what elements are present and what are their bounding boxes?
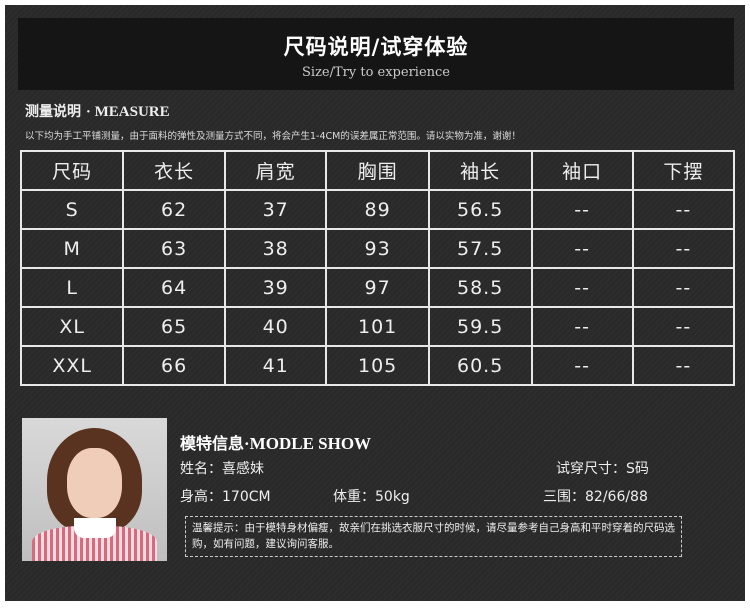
table-cell: 105 bbox=[325, 345, 430, 386]
table-cell: -- bbox=[530, 189, 634, 230]
table-cell: L bbox=[19, 267, 125, 308]
model-height: 身高：170CM bbox=[180, 489, 271, 505]
table-cell: 93 bbox=[325, 228, 430, 269]
size-table: 尺码 衣长 肩宽 胸围 袖长 袖口 下摆 S 62 37 89 56.5 -- -- M 63 38 93 57.5… bbox=[19, 150, 736, 386]
table-cell: M bbox=[19, 228, 125, 269]
page-subtitle: Size/Try to experience bbox=[302, 65, 450, 80]
table-cell: 39 bbox=[223, 267, 328, 308]
table-cell: 58.5 bbox=[427, 267, 533, 308]
table-cell: 胸围 bbox=[325, 150, 430, 191]
table-cell: -- bbox=[530, 267, 634, 308]
table-cell: 57.5 bbox=[427, 228, 533, 269]
table-row: S 62 37 89 56.5 -- -- bbox=[19, 189, 736, 230]
table-cell: 60.5 bbox=[427, 345, 533, 386]
table-cell: 41 bbox=[223, 345, 328, 386]
table-cell: 40 bbox=[223, 306, 328, 347]
table-cell: -- bbox=[530, 228, 634, 269]
table-cell: 尺码 bbox=[19, 150, 125, 191]
table-header-row: 尺码 衣长 肩宽 胸围 袖长 袖口 下摆 bbox=[19, 150, 736, 191]
table-cell: -- bbox=[631, 189, 736, 230]
table-row: XL 65 40 101 59.5 -- -- bbox=[19, 306, 736, 347]
table-cell: -- bbox=[631, 306, 736, 347]
table-cell: 衣长 bbox=[122, 150, 226, 191]
table-row: M 63 38 93 57.5 -- -- bbox=[19, 228, 736, 269]
measure-note: 以下均为手工平铺测量，由于面料的弹性及测量方式不同，将会产生1-4CM的误差属正… bbox=[25, 131, 521, 142]
model-measurements: 三围：82/66/88 bbox=[543, 489, 648, 505]
size-chart-panel: 尺码说明/试穿体验 Size/Try to experience 测量说明 · … bbox=[5, 5, 745, 601]
table-cell: -- bbox=[631, 267, 736, 308]
table-cell: 63 bbox=[122, 228, 226, 269]
table-cell: 65 bbox=[122, 306, 226, 347]
table-cell: -- bbox=[631, 228, 736, 269]
table-cell: 101 bbox=[325, 306, 430, 347]
table-cell: 38 bbox=[223, 228, 328, 269]
table-cell: S bbox=[19, 189, 125, 230]
model-weight: 体重：50kg bbox=[333, 489, 410, 505]
model-heading: 模特信息·MODLE SHOW bbox=[180, 430, 371, 454]
measure-heading: 测量说明 · MEASURE bbox=[25, 101, 170, 121]
table-cell: -- bbox=[530, 306, 634, 347]
page-title: 尺码说明/试穿体验 bbox=[283, 35, 469, 59]
model-title-cn: 模特信息 bbox=[180, 434, 245, 453]
table-cell: 袖长 bbox=[427, 150, 533, 191]
table-cell: 56.5 bbox=[427, 189, 533, 230]
table-cell: 肩宽 bbox=[223, 150, 328, 191]
table-cell: XXL bbox=[19, 345, 125, 386]
model-name: 姓名：喜感妹 bbox=[180, 461, 264, 477]
model-title-en: ·MODLE SHOW bbox=[244, 434, 372, 453]
table-cell: 64 bbox=[122, 267, 226, 308]
table-cell: 97 bbox=[325, 267, 430, 308]
measure-title-cn: 测量说明 bbox=[25, 104, 81, 120]
table-row: XXL 66 41 105 60.5 -- -- bbox=[19, 345, 736, 386]
table-cell: 62 bbox=[122, 189, 226, 230]
table-cell: 37 bbox=[223, 189, 328, 230]
table-cell: 59.5 bbox=[427, 306, 533, 347]
table-cell: 袖口 bbox=[530, 150, 634, 191]
table-cell: XL bbox=[19, 306, 125, 347]
table-cell: -- bbox=[530, 345, 634, 386]
header-banner: 尺码说明/试穿体验 Size/Try to experience bbox=[18, 18, 734, 90]
table-cell: 下摆 bbox=[631, 150, 736, 191]
table-cell: -- bbox=[631, 345, 736, 386]
table-cell: 89 bbox=[325, 189, 430, 230]
table-cell: 66 bbox=[122, 345, 226, 386]
measure-title-en: · MEASURE bbox=[85, 104, 170, 120]
table-row: L 64 39 97 58.5 -- -- bbox=[19, 267, 736, 308]
model-photo bbox=[22, 418, 167, 561]
model-try-size: 试穿尺寸：S码 bbox=[556, 461, 649, 477]
tip-box: 温馨提示：由于模特身材偏瘦，故亲们在挑选衣服尺寸的时候，请尽量参考自己身高和平时… bbox=[185, 516, 682, 557]
